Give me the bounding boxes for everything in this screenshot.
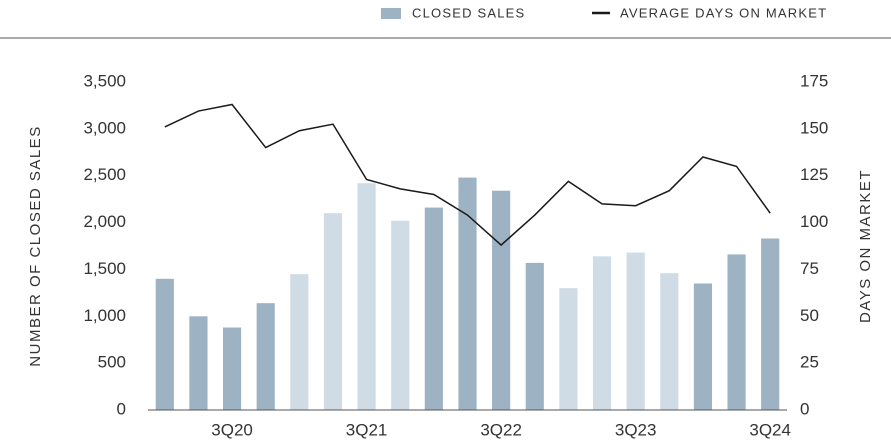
line	[164, 103, 771, 247]
x-tick-label: 3Q24	[749, 420, 791, 439]
y2-tick-label: 0	[800, 399, 809, 418]
y2-tick-label: 75	[800, 259, 819, 278]
bar	[693, 283, 713, 410]
bar	[592, 256, 612, 410]
x-tick-label: 3Q23	[615, 420, 657, 439]
bar	[626, 252, 645, 410]
y2-tick-label: 100	[800, 212, 828, 231]
bar	[559, 288, 578, 410]
bar	[660, 273, 679, 410]
legend-label: AVERAGE DAYS ON MARKET	[620, 5, 827, 20]
bar	[492, 190, 511, 410]
y2-tick-label: 125	[800, 165, 828, 184]
bar	[189, 316, 208, 410]
bar	[424, 207, 443, 410]
legend-label: CLOSED SALES	[412, 5, 525, 20]
y2-axis-title: DAYS ON MARKET	[857, 169, 874, 323]
bar	[391, 220, 410, 410]
y-tick-label: 3,000	[83, 118, 126, 137]
y2-tick-label: 175	[800, 71, 828, 90]
bar	[290, 274, 309, 410]
bar	[155, 278, 174, 410]
y-tick-label: 2,500	[83, 165, 126, 184]
bar	[222, 327, 242, 410]
bar	[458, 177, 477, 410]
x-tick-label: 3Q21	[346, 420, 388, 439]
bar	[256, 303, 275, 410]
y-axis-title: NUMBER OF CLOSED SALES	[27, 125, 44, 366]
y-tick-label: 0	[117, 399, 126, 418]
y-tick-label: 3,500	[83, 71, 126, 90]
bar	[761, 238, 780, 410]
y-tick-label: 500	[98, 353, 126, 372]
x-tick-label: 3Q22	[480, 420, 522, 439]
y-tick-label: 2,000	[83, 212, 126, 231]
bar	[727, 254, 746, 410]
y-tick-label: 1,000	[83, 306, 126, 325]
y2-tick-label: 150	[800, 118, 828, 137]
bar	[323, 213, 343, 410]
y2-tick-label: 25	[800, 353, 819, 372]
y-tick-label: 1,500	[83, 259, 126, 278]
bar	[525, 262, 544, 410]
y2-tick-label: 50	[800, 306, 819, 325]
legend-swatch	[381, 8, 401, 19]
bar	[357, 183, 376, 410]
x-tick-label: 3Q20	[211, 420, 253, 439]
